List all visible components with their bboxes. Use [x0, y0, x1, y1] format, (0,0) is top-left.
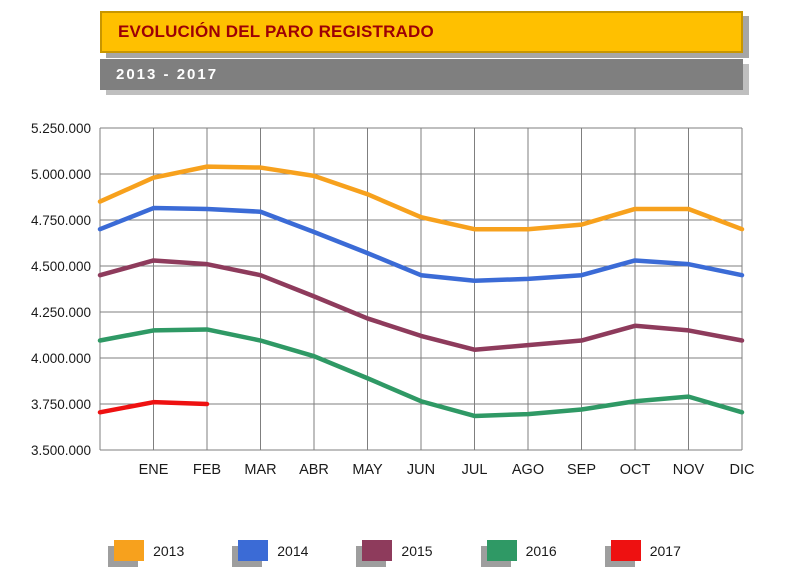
chart-legend: 2013 2014 2015 2016 2017 [0, 528, 795, 573]
x-axis-label: ABR [299, 462, 329, 478]
chart-subtitle: 2013 - 2017 [116, 66, 219, 83]
x-axis-label: MAR [244, 462, 276, 478]
y-axis-label: 3.500.000 [31, 443, 91, 458]
legend-item-2016: 2016 [486, 540, 557, 561]
line-chart: 3.500.000 3.750.000 4.000.000 4.250.000 4.50… [31, 121, 755, 478]
x-axis-label: ENE [139, 462, 169, 478]
chart-title: EVOLUCIÓN DEL PARO REGISTRADO [118, 22, 434, 41]
x-axis-label: AGO [512, 462, 544, 478]
legend-swatch-2015 [362, 540, 393, 561]
legend-item-2017: 2017 [610, 540, 681, 561]
y-axis-label: 4.250.000 [31, 305, 91, 320]
y-axis-label: 5.250.000 [31, 121, 91, 136]
x-axis-label: JUL [462, 462, 488, 478]
legend-label-2014: 2014 [277, 542, 309, 559]
legend-label-2016: 2016 [525, 542, 557, 559]
series-line-2014 [97, 205, 745, 283]
legend-label-2017: 2017 [649, 542, 681, 559]
legend-swatch-2016 [486, 540, 517, 561]
x-axis-label: OCT [620, 462, 651, 478]
legend-item-2015: 2015 [362, 540, 433, 561]
legend-item-2014: 2014 [238, 540, 308, 561]
x-axis-label: SEP [567, 462, 596, 478]
chart-subtitle-bar: 2013 - 2017 [100, 59, 743, 90]
y-axis-label: 3.750.000 [31, 397, 91, 412]
series-line-2015 [97, 258, 745, 352]
legend-item-2013: 2013 [114, 540, 184, 561]
legend-swatch-2014 [238, 540, 269, 561]
x-axis-label: JUN [407, 462, 435, 478]
legend-swatch-2017 [610, 540, 641, 561]
legend-label-2013: 2013 [153, 542, 185, 559]
legend-label-2015: 2015 [401, 542, 433, 559]
legend-swatch-2013 [114, 540, 145, 561]
y-axis-label: 4.500.000 [31, 259, 91, 274]
series-line-2013 [97, 164, 745, 232]
x-axis-label: FEB [193, 462, 221, 478]
x-axis-label: DIC [730, 462, 755, 478]
x-axis-label: MAY [352, 462, 383, 478]
series-line-2016 [97, 327, 745, 419]
x-axis-label: NOV [673, 462, 705, 478]
series-line-2017 [97, 399, 210, 415]
y-axis-label: 5.000.000 [31, 167, 91, 182]
y-axis-label: 4.750.000 [31, 213, 91, 228]
y-axis-label: 4.000.000 [31, 351, 91, 366]
chart-title-bar: EVOLUCIÓN DEL PARO REGISTRADO [100, 11, 743, 53]
